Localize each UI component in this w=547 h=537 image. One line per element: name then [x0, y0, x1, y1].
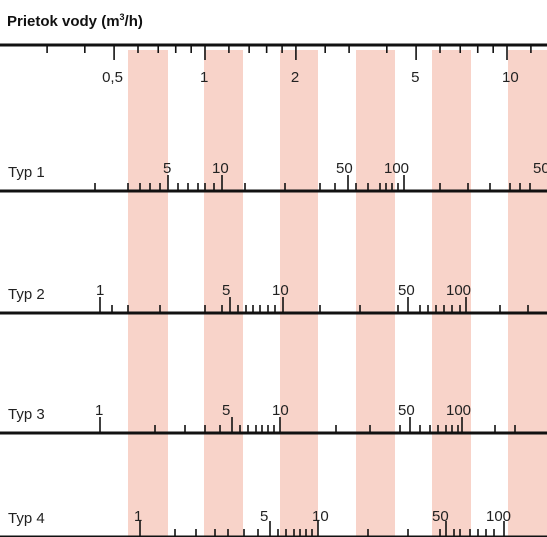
row-scale-label: 10: [212, 160, 229, 177]
row-scale-label: 5: [260, 508, 268, 525]
scale-band: [356, 50, 395, 537]
row-scale-label: 10: [272, 282, 289, 299]
row-scale-label: 10: [272, 402, 289, 419]
row-scale-label: 1: [95, 402, 103, 419]
row-scale-label: 10: [312, 508, 329, 525]
row-scale-label: 100: [446, 402, 471, 419]
scale-band: [280, 50, 318, 537]
row-scale-label: 50: [432, 508, 449, 525]
top-scale-label: 0,5: [102, 69, 123, 86]
row-scale-label: 50: [336, 160, 353, 177]
row-name: Typ 3: [8, 406, 45, 423]
page-title: Prietok vody (m3/h): [7, 12, 143, 30]
scale-band: [508, 50, 547, 537]
row-scale-label: 50: [398, 402, 415, 419]
row-scale-label: 1: [96, 282, 104, 299]
row-scale-label: 100: [486, 508, 511, 525]
scale-band: [128, 50, 168, 537]
top-scale-label: 10: [502, 69, 519, 86]
row-scale-label: 1: [134, 508, 142, 525]
top-scale-label: 5: [411, 69, 419, 86]
row-scale-label: 100: [446, 282, 471, 299]
scale-band: [204, 50, 243, 537]
top-scale-label: 1: [200, 69, 208, 86]
row-scale-label: 5: [163, 160, 171, 177]
row-scale-label: 5: [222, 402, 230, 419]
row-name: Typ 4: [8, 510, 45, 527]
row-scale-label: 100: [384, 160, 409, 177]
row-scale-label: 50: [398, 282, 415, 299]
scale-band: [432, 50, 471, 537]
row-name: Typ 1: [8, 164, 45, 181]
row-name: Typ 2: [8, 286, 45, 303]
row-scale-label: 500: [533, 160, 547, 177]
top-scale-label: 2: [291, 69, 299, 86]
row-scale-label: 5: [222, 282, 230, 299]
